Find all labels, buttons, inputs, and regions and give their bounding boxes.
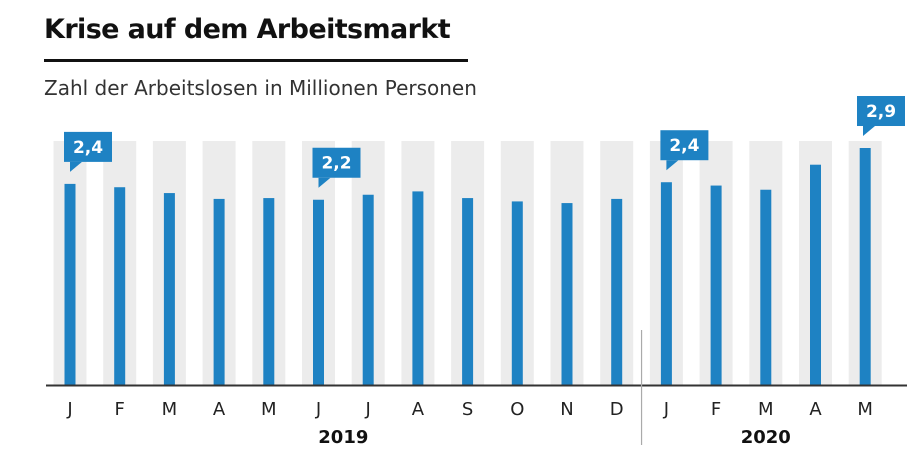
callout-box	[312, 147, 361, 178]
bar	[213, 198, 225, 385]
x-axis	[46, 330, 907, 445]
year-labels: 2019 2020	[318, 427, 791, 448]
bar	[810, 164, 821, 385]
month-label: M	[857, 399, 873, 420]
callout-label: 2,9	[866, 102, 896, 122]
month-label: N	[560, 399, 573, 420]
bar	[760, 189, 772, 385]
year-label: 2020	[741, 427, 791, 448]
month-label: F	[711, 399, 721, 420]
callout-label: 2,4	[73, 138, 103, 158]
bar	[412, 191, 424, 385]
month-label: A	[213, 399, 226, 420]
bar-series	[64, 148, 871, 385]
bar	[859, 148, 871, 385]
month-label: A	[412, 399, 425, 420]
bar	[511, 201, 523, 385]
month-label: M	[162, 399, 178, 420]
value-callout: 2,4	[660, 130, 709, 171]
value-callout: 2,4	[64, 131, 112, 172]
callout-label: 2,4	[669, 136, 699, 156]
callout-box	[64, 131, 112, 162]
month-label: J	[66, 399, 72, 420]
month-label: F	[115, 399, 125, 420]
bar	[660, 182, 672, 385]
bar	[710, 185, 722, 385]
month-label: S	[462, 399, 473, 420]
bar	[114, 187, 126, 385]
bar	[362, 194, 374, 385]
value-callout: 2,9	[857, 96, 905, 137]
month-label: O	[510, 399, 524, 420]
chart-subtitle: Zahl der Arbeitslosen in Millionen Perso…	[44, 76, 477, 100]
month-label: D	[610, 399, 624, 420]
callout-label: 2,2	[321, 154, 351, 174]
callout-pointer	[318, 177, 331, 188]
month-label: A	[809, 399, 822, 420]
year-label: 2019	[318, 427, 368, 448]
bar	[263, 198, 275, 385]
bar	[163, 193, 175, 385]
bar	[462, 198, 474, 385]
callout-pointer	[666, 160, 679, 171]
month-label: J	[365, 399, 371, 420]
bar	[313, 199, 324, 385]
month-label: M	[261, 399, 277, 420]
value-callouts: 2,4 2,2 2,4 2,9	[64, 96, 905, 188]
callout-box	[660, 130, 709, 161]
month-label: J	[315, 399, 321, 420]
month-label: J	[663, 399, 669, 420]
bar	[561, 203, 573, 385]
bar	[611, 198, 623, 385]
callout-pointer	[70, 161, 82, 172]
chart-title: Krise auf dem Arbeitsmarkt	[44, 14, 451, 45]
callout-pointer	[863, 126, 875, 137]
bar	[64, 183, 76, 385]
title-underline	[44, 59, 468, 62]
value-callout: 2,2	[312, 147, 361, 188]
month-label: M	[758, 399, 774, 420]
callout-box	[857, 96, 905, 127]
